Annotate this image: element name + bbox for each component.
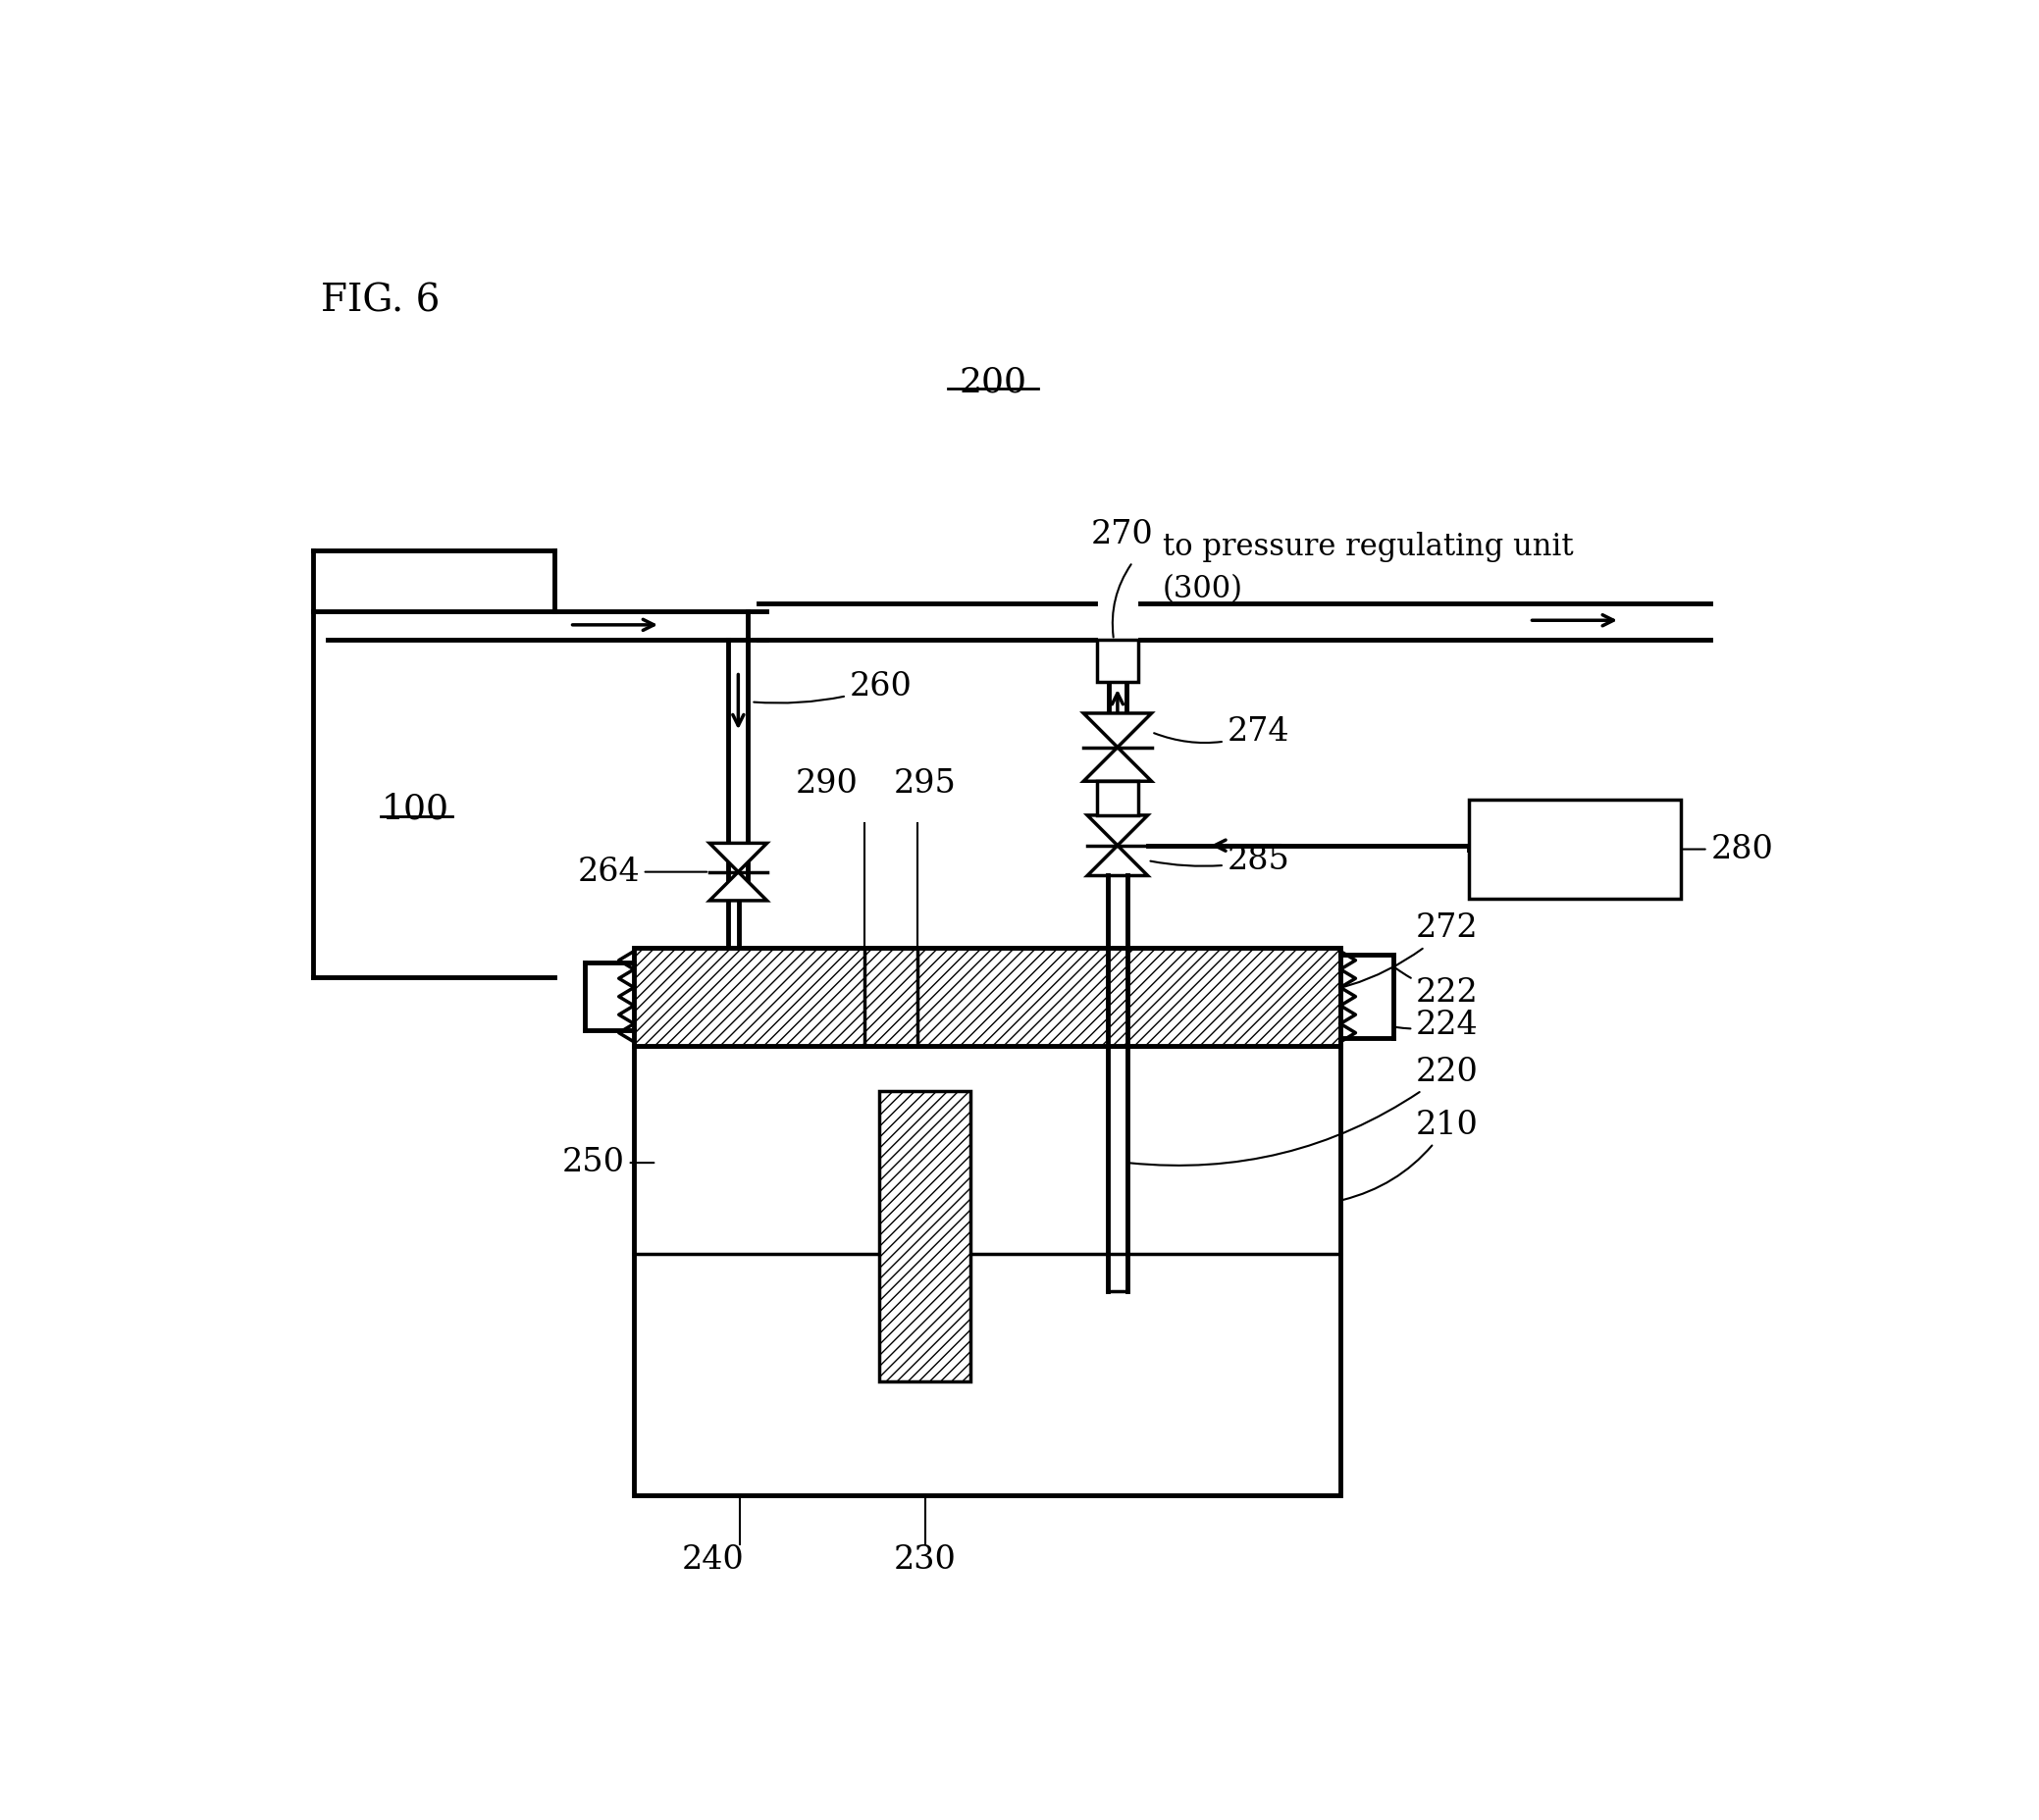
Text: 285: 285 bbox=[1150, 844, 1291, 875]
Text: 224: 224 bbox=[1397, 1010, 1478, 1041]
Polygon shape bbox=[710, 872, 767, 901]
Text: 274: 274 bbox=[1154, 717, 1289, 748]
Polygon shape bbox=[1087, 815, 1148, 846]
Text: 210: 210 bbox=[1344, 1108, 1478, 1199]
Bar bbox=[879, 1090, 971, 1381]
Text: 200: 200 bbox=[958, 366, 1028, 399]
Bar bbox=[634, 948, 1340, 1046]
Text: 270: 270 bbox=[1091, 519, 1154, 550]
Text: 260: 260 bbox=[754, 672, 911, 703]
Bar bbox=[1097, 781, 1138, 815]
Bar bbox=[1097, 641, 1138, 681]
Polygon shape bbox=[1087, 846, 1148, 875]
Text: 100: 100 bbox=[381, 792, 449, 826]
Polygon shape bbox=[1083, 748, 1152, 781]
Text: 250: 250 bbox=[563, 1147, 655, 1178]
Bar bbox=[634, 1046, 1340, 1496]
Text: to pressure regulating unit
(300): to pressure regulating unit (300) bbox=[1162, 531, 1574, 604]
Text: 222: 222 bbox=[1395, 968, 1478, 1008]
Text: 295: 295 bbox=[893, 768, 956, 799]
Text: 290: 290 bbox=[795, 768, 858, 799]
Text: 240: 240 bbox=[681, 1543, 744, 1576]
Text: 280: 280 bbox=[1682, 834, 1774, 864]
Text: 220: 220 bbox=[1130, 1056, 1478, 1165]
Text: 230: 230 bbox=[893, 1543, 956, 1576]
Text: 272: 272 bbox=[1268, 914, 1478, 997]
Bar bbox=[1468, 801, 1680, 899]
Text: 264: 264 bbox=[577, 855, 708, 888]
Text: FIG. 6: FIG. 6 bbox=[320, 282, 440, 318]
Polygon shape bbox=[710, 843, 767, 872]
Polygon shape bbox=[1083, 713, 1152, 748]
